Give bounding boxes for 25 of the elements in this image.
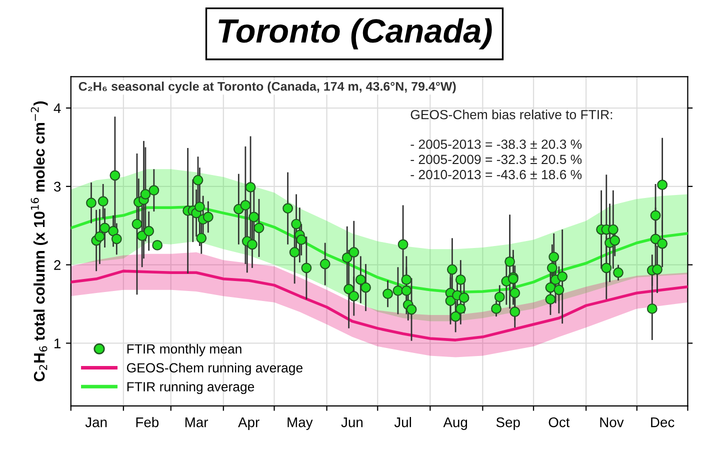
x-tick-label: Oct xyxy=(548,417,570,428)
x-tick-label: Mar xyxy=(185,418,208,428)
x-tick-label: Dec xyxy=(651,418,674,428)
x-tick-label: Nov xyxy=(600,418,624,428)
legend-label: FTIR running average xyxy=(127,382,254,394)
x-tick-label: Sep xyxy=(496,417,520,430)
legend-label: FTIR monthly mean xyxy=(127,344,242,356)
annotation: - 2005-2013 = -38.3 ± 20.3 % - 2005-2009 = -32.3 ± 20.5 % - 2010-2013 = -43.6 ± 18.6 % xyxy=(410,140,582,180)
y-tick-label: 3 xyxy=(54,182,61,192)
legend-label: GEOS-Chem running average xyxy=(126,362,302,376)
y-tick-label: 2 xyxy=(54,260,60,270)
x-tick-label: Jan xyxy=(85,418,107,428)
text: C$_{2}$H$_{6}$ total column (x 10$^{16}$ molec cm$^{−2}$) xyxy=(30,101,48,382)
annotation: GEOS-Chem bias relative to FTIR: xyxy=(410,110,612,120)
x-tick-label: Apr xyxy=(238,418,260,430)
x-tick-label: Jun xyxy=(341,418,362,428)
x-tick-label: May xyxy=(288,418,313,430)
y-tick-label: 1 xyxy=(54,338,60,348)
y-tick-label: 4 xyxy=(54,104,61,114)
line-series xyxy=(70,270,688,342)
x-tick-label: Jul xyxy=(394,417,411,428)
x-tick-label: Feb xyxy=(136,417,159,428)
x-tick-label: Aug xyxy=(443,418,468,430)
chart-title: Toronto (Canada) xyxy=(218,18,492,50)
chart-subtitle: C₂H₆ seasonal cycle at Toronto (Canada, 174 m, 43.6°N, 79.4°W) xyxy=(78,82,456,94)
